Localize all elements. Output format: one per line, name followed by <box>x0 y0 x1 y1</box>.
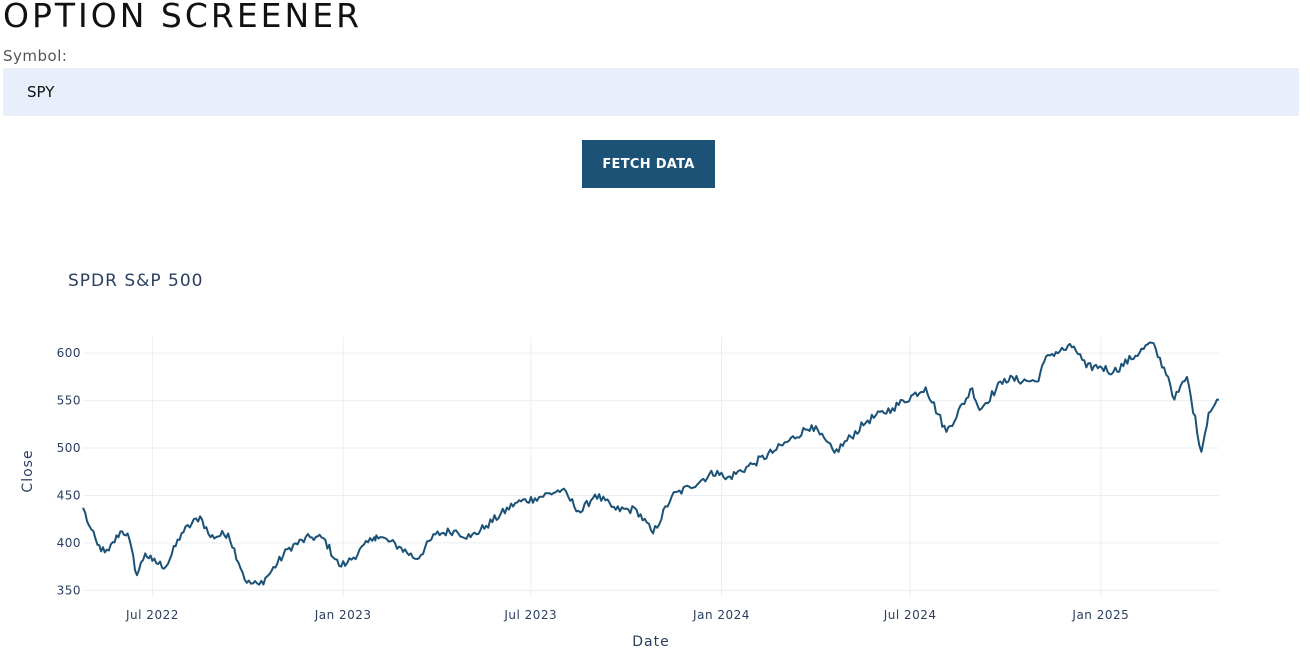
y-tick-label: 600 <box>57 346 81 360</box>
y-tick-label: 550 <box>57 394 81 408</box>
chart-grid <box>83 337 1219 597</box>
x-tick-label: Jul 2023 <box>503 608 557 622</box>
y-tick-label: 400 <box>57 536 81 550</box>
y-tick-label: 500 <box>57 441 81 455</box>
fetch-data-button[interactable]: FETCH DATA <box>582 140 715 188</box>
x-axis-ticks: Jul 2022 Jan 2023 Jul 2023 Jan 2024 Jul 2024… <box>125 608 1129 622</box>
y-axis-title: Close <box>20 449 36 492</box>
x-tick-label: Jul 2024 <box>883 608 937 622</box>
chart-title: SPDR S&P 500 <box>68 271 204 291</box>
x-axis-title: Date <box>632 634 669 650</box>
price-chart: SPDR S&P 500 350 400 450 500 550 600 Jul 2022… <box>0 250 1310 655</box>
page-title: OPTION SCREENER <box>3 0 362 35</box>
price-chart-svg: SPDR S&P 500 350 400 450 500 550 600 Jul 2022… <box>20 271 1220 650</box>
symbol-label: Symbol: <box>3 47 68 65</box>
x-tick-label: Jan 2025 <box>1071 608 1129 622</box>
symbol-input[interactable] <box>3 68 1299 116</box>
y-tick-label: 350 <box>57 583 81 597</box>
y-axis-ticks: 350 400 450 500 550 600 <box>57 346 81 597</box>
close-price-line <box>82 341 1220 586</box>
x-tick-label: Jul 2022 <box>125 608 179 622</box>
x-tick-label: Jan 2024 <box>692 608 750 622</box>
y-tick-label: 450 <box>57 488 81 502</box>
chart-series <box>82 341 1220 586</box>
x-tick-label: Jan 2023 <box>314 608 372 622</box>
